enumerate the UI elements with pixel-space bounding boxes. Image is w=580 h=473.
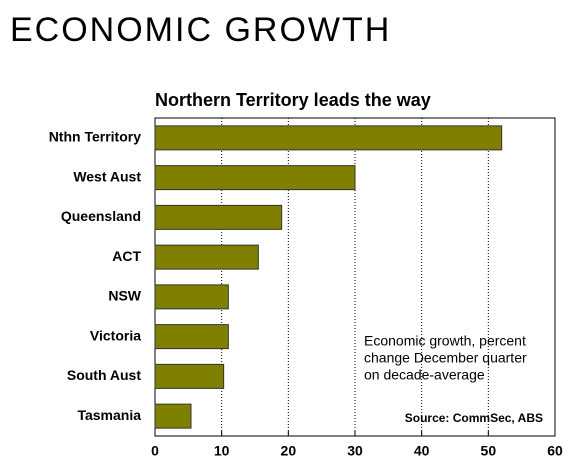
- source: Source: CommSec, ABS: [405, 411, 543, 425]
- y-tick-label: Nthn Territory: [49, 129, 142, 145]
- y-tick-label: West Aust: [73, 168, 141, 184]
- chart-title: ECONOMIC GROWTH: [10, 11, 391, 49]
- annotation: Economic growth, percent: [364, 333, 526, 349]
- bar: [154, 204, 283, 230]
- y-tick-label: Tasmania: [77, 407, 141, 423]
- bar: [154, 363, 225, 389]
- x-tick-label: 60: [547, 443, 563, 459]
- bar: [154, 244, 259, 270]
- bar: [154, 403, 192, 429]
- x-tick-label: 20: [281, 443, 297, 459]
- x-tick-label: 30: [347, 443, 363, 459]
- y-tick-label: Victoria: [90, 327, 141, 343]
- x-tick-label: 0: [151, 443, 159, 459]
- y-tick-label: ACT: [112, 248, 141, 264]
- y-tick-label: NSW: [108, 288, 141, 304]
- x-tick-label: 10: [214, 443, 230, 459]
- x-tick-label: 40: [414, 443, 430, 459]
- annotation: on decade-average: [364, 367, 485, 383]
- bar: [154, 165, 356, 191]
- annotation: change December quarter: [364, 350, 527, 366]
- x-tick-label: 50: [481, 443, 497, 459]
- bar: [154, 324, 229, 350]
- y-tick-label: South Aust: [67, 367, 141, 383]
- y-tick-label: Queensland: [61, 208, 141, 224]
- chart-subtitle: Northern Territory leads the way: [155, 90, 431, 110]
- bar: [154, 284, 229, 310]
- bar: [154, 125, 503, 151]
